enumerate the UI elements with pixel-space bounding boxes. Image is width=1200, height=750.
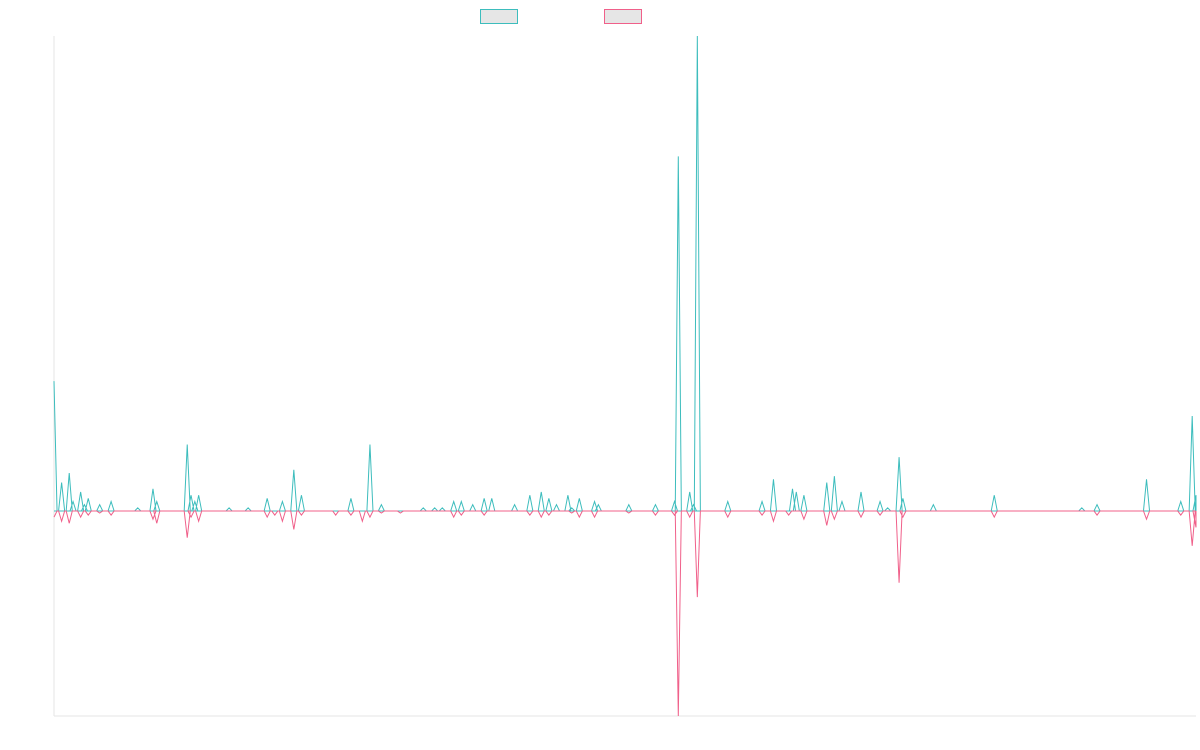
series-line-2 bbox=[53, 510, 1197, 717]
legend-swatch-series-1[interactable] bbox=[480, 9, 518, 24]
legend-swatch-series-2[interactable] bbox=[604, 9, 642, 24]
series-layer bbox=[53, 35, 1197, 717]
series-line-1 bbox=[53, 35, 1197, 512]
